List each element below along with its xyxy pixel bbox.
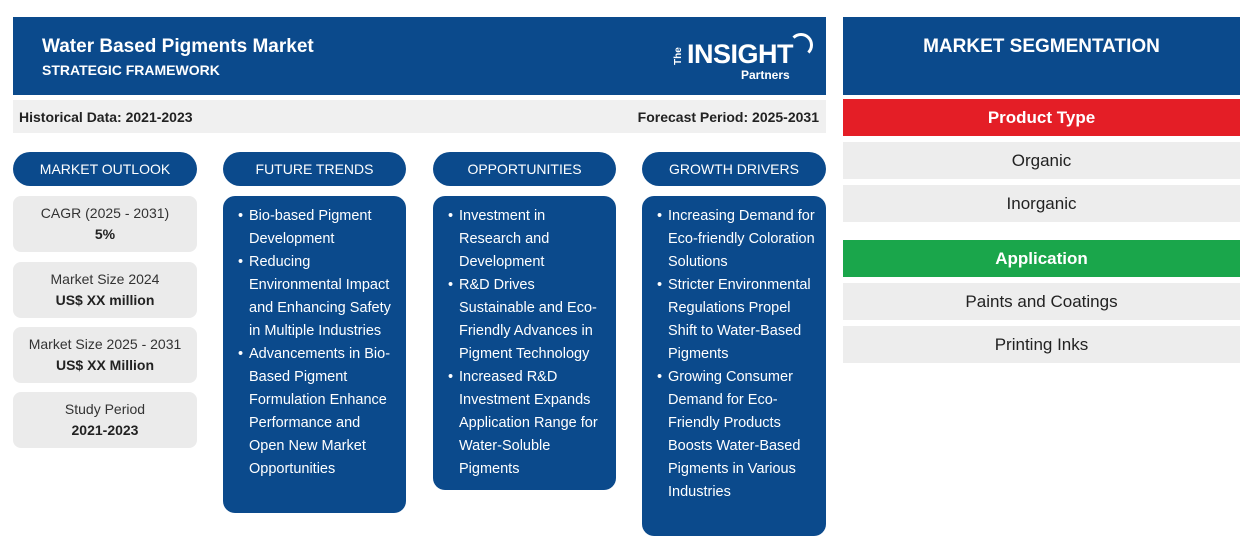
- logo-arc-icon: [789, 33, 813, 57]
- stat-label: Study Period: [64, 401, 146, 417]
- stat-value: US$ XX Million: [55, 357, 154, 373]
- cagr-stat: CAGR (2025 - 2031) 5%: [13, 196, 197, 252]
- segment-product-type: Product Type: [843, 99, 1240, 136]
- opportunities-header: OPPORTUNITIES: [433, 152, 616, 186]
- stat-label: Market Size 2024: [50, 271, 160, 287]
- list-item: Growing Consumer Demand for Eco-Friendly…: [657, 366, 816, 504]
- future-trends-card: Bio-based Pigment Development Reducing E…: [223, 196, 406, 513]
- stat-label: CAGR (2025 - 2031): [40, 205, 170, 221]
- stat-value: 5%: [94, 226, 116, 242]
- study-period-stat: Study Period 2021-2023: [13, 392, 197, 448]
- list-item: Increasing Demand for Eco-friendly Color…: [657, 205, 816, 274]
- segment-item-organic: Organic: [843, 142, 1240, 179]
- list-item: Advancements in Bio-Based Pigment Formul…: [238, 343, 396, 481]
- segment-application: Application: [843, 240, 1240, 277]
- list-item: R&D Drives Sustainable and Eco-Friendly …: [448, 274, 606, 366]
- growth-drivers-header: GROWTH DRIVERS: [642, 152, 826, 186]
- growth-drivers-card: Increasing Demand for Eco-friendly Color…: [642, 196, 826, 536]
- opportunities-card: Investment in Research and Development R…: [433, 196, 616, 490]
- data-period-bar: Historical Data: 2021-2023 Forecast Peri…: [13, 100, 826, 133]
- list-item: Investment in Research and Development: [448, 205, 606, 274]
- header-banner: Water Based Pigments Market STRATEGIC FR…: [13, 17, 826, 95]
- market-size-2024-stat: Market Size 2024 US$ XX million: [13, 262, 197, 318]
- list-item: Increased R&D Investment Expands Applica…: [448, 366, 606, 481]
- growth-drivers-list: Increasing Demand for Eco-friendly Color…: [657, 205, 816, 504]
- stat-value: 2021-2023: [71, 422, 139, 438]
- stat-value: US$ XX million: [55, 292, 155, 308]
- page-title: Water Based Pigments Market: [42, 36, 314, 57]
- forecast-period-label: Forecast Period: 2025-2031: [637, 109, 819, 125]
- logo-the-text: The: [673, 47, 684, 65]
- list-item: Stricter Environmental Regulations Prope…: [657, 274, 816, 366]
- list-item: Reducing Environmental Impact and Enhanc…: [238, 251, 396, 343]
- market-segmentation-header: MARKET SEGMENTATION: [843, 17, 1240, 95]
- logo-insight-text: INSIGHT: [687, 39, 794, 69]
- market-size-forecast-stat: Market Size 2025 - 2031 US$ XX Million: [13, 327, 197, 383]
- historical-data-label: Historical Data: 2021-2023: [19, 109, 193, 125]
- future-trends-list: Bio-based Pigment Development Reducing E…: [238, 205, 396, 481]
- opportunities-list: Investment in Research and Development R…: [448, 205, 606, 481]
- list-item: Bio-based Pigment Development: [238, 205, 396, 251]
- market-outlook-header: MARKET OUTLOOK: [13, 152, 197, 186]
- segment-item-printing-inks: Printing Inks: [843, 326, 1240, 363]
- insight-partners-logo: The INSIGHT Partners: [665, 31, 815, 87]
- page-subtitle: STRATEGIC FRAMEWORK: [42, 62, 220, 78]
- segment-item-paints-coatings: Paints and Coatings: [843, 283, 1240, 320]
- future-trends-header: FUTURE TRENDS: [223, 152, 406, 186]
- logo-partners-text: Partners: [741, 68, 790, 82]
- segment-item-inorganic: Inorganic: [843, 185, 1240, 222]
- stat-label: Market Size 2025 - 2031: [28, 336, 182, 352]
